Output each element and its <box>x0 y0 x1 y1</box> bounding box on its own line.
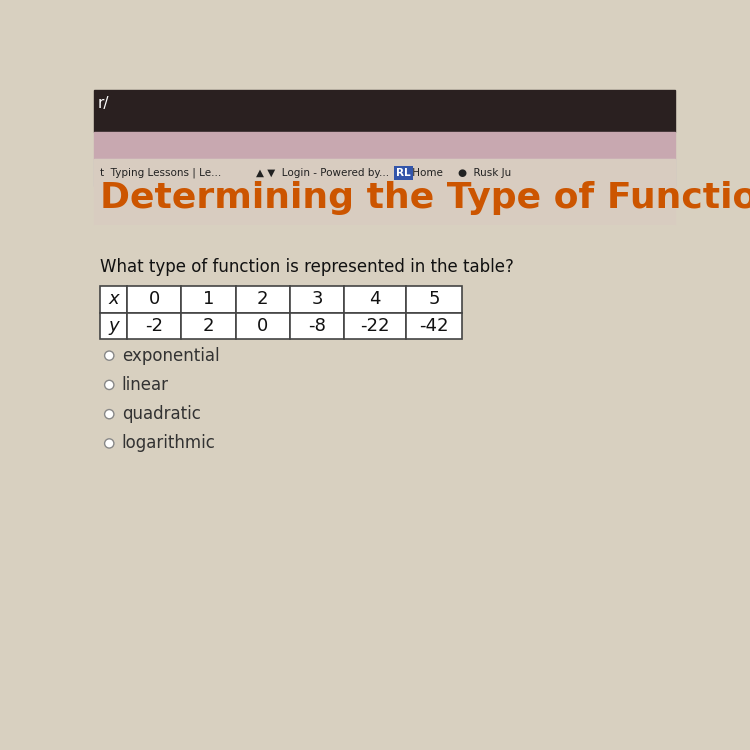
Text: 2: 2 <box>202 316 214 334</box>
Text: x: x <box>108 290 118 308</box>
Bar <box>127 313 182 339</box>
Bar <box>236 286 290 313</box>
Bar <box>94 132 675 159</box>
Text: 5: 5 <box>428 290 439 308</box>
Bar <box>290 313 344 339</box>
Bar <box>344 313 406 339</box>
Text: ▲ ▼  Login - Powered by...: ▲ ▼ Login - Powered by... <box>256 168 390 178</box>
Circle shape <box>104 380 114 389</box>
Bar <box>406 313 462 339</box>
Text: -42: -42 <box>419 316 448 334</box>
Circle shape <box>104 351 114 360</box>
Text: -22: -22 <box>360 316 390 334</box>
Bar <box>406 286 462 313</box>
Text: ●  Rusk Ju: ● Rusk Ju <box>458 168 512 178</box>
Text: y: y <box>108 316 118 334</box>
Text: Determining the Type of Function: Determining the Type of Function <box>100 181 750 214</box>
Bar <box>94 225 675 668</box>
Text: logarithmic: logarithmic <box>122 434 215 452</box>
Text: 2: 2 <box>257 290 268 308</box>
Text: -8: -8 <box>308 316 326 334</box>
Text: 0: 0 <box>257 316 268 334</box>
Text: 4: 4 <box>369 290 381 308</box>
Text: 0: 0 <box>148 290 160 308</box>
Text: exponential: exponential <box>122 346 219 364</box>
Bar <box>94 159 675 186</box>
Text: Home: Home <box>410 168 443 178</box>
Text: linear: linear <box>122 376 169 394</box>
Bar <box>100 313 127 339</box>
Circle shape <box>104 439 114 448</box>
Bar <box>236 313 290 339</box>
Text: r/: r/ <box>98 96 109 111</box>
Bar <box>182 286 236 313</box>
Bar <box>290 286 344 313</box>
Text: RL: RL <box>396 168 411 178</box>
Bar <box>100 286 127 313</box>
Bar <box>182 313 236 339</box>
Bar <box>344 286 406 313</box>
Bar <box>94 159 675 225</box>
Text: 3: 3 <box>311 290 322 308</box>
Text: What type of function is represented in the table?: What type of function is represented in … <box>100 258 514 276</box>
Text: t  Typing Lessons | Le...: t Typing Lessons | Le... <box>100 167 221 178</box>
Text: 1: 1 <box>202 290 214 308</box>
Bar <box>127 286 182 313</box>
Circle shape <box>104 410 114 419</box>
Bar <box>94 90 675 132</box>
Text: quadratic: quadratic <box>122 405 200 423</box>
Text: -2: -2 <box>146 316 164 334</box>
